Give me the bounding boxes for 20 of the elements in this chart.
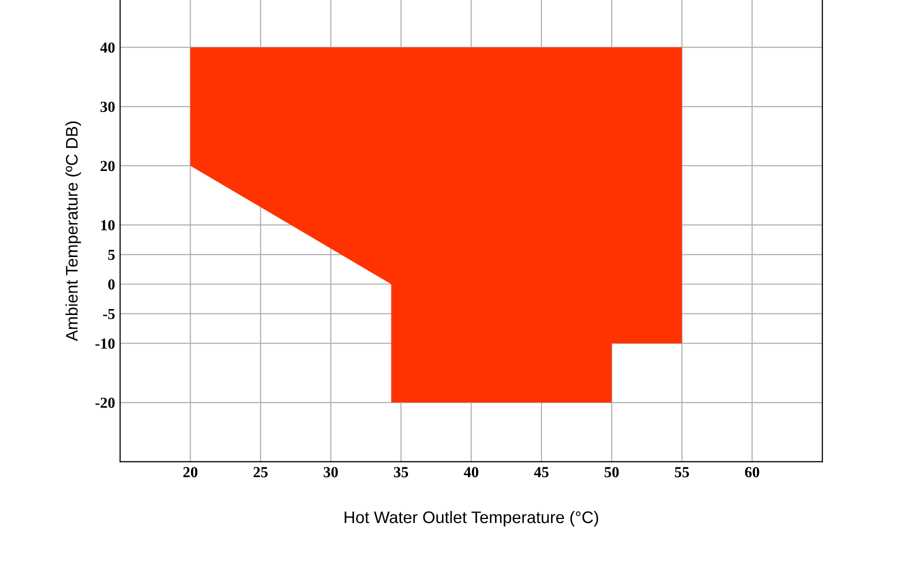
y-tick-label: 20 (100, 160, 115, 172)
y-tick-label: -5 (103, 309, 115, 320)
y-tick-label: 40 (100, 42, 115, 53)
y-axis-title: Ambient Temperature (ºC DB) (65, 122, 82, 342)
x-tick-label: 50 (604, 467, 619, 478)
y-tick-label: 0 (108, 279, 115, 290)
x-tick-label: 55 (674, 467, 689, 478)
x-tick-label: 45 (534, 467, 549, 478)
y-tick-label: -10 (95, 338, 115, 349)
y-tick-label: 5 (108, 250, 115, 260)
y-tick-label: 30 (100, 102, 115, 112)
x-tick-label: 30 (324, 467, 338, 478)
x-tick-label: 35 (394, 467, 408, 478)
x-axis-title: Hot Water Outlet Temperature (°C) (344, 510, 598, 527)
x-tick-label: 20 (183, 467, 198, 478)
x-tick-label: 40 (464, 467, 478, 478)
x-tick-label: 25 (254, 467, 268, 478)
y-tick-label: -20 (95, 398, 115, 408)
x-tick-label: 60 (745, 467, 760, 478)
y-tick-label: 10 (101, 220, 115, 230)
